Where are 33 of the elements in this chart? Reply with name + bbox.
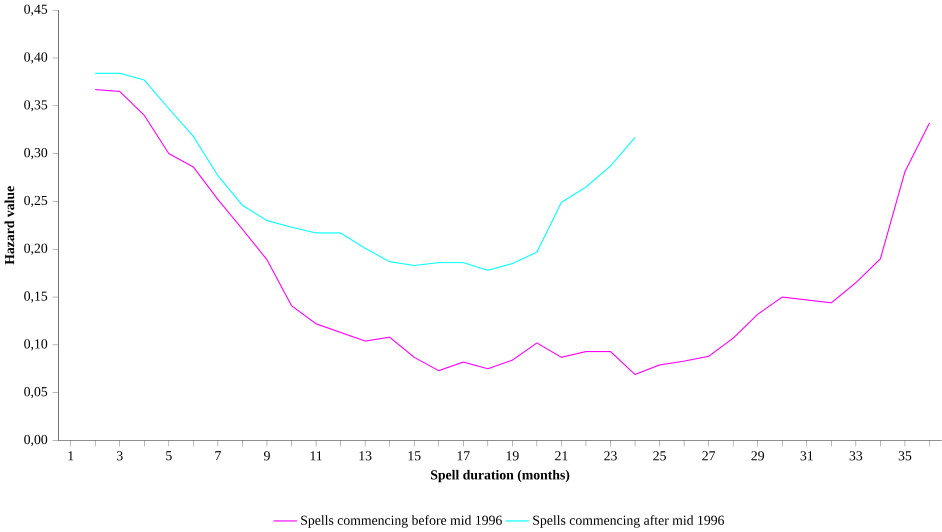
x-tick-label: 1 [68, 451, 74, 460]
y-tick-label: 0,05 [24, 386, 48, 398]
x-tick-label: 31 [800, 451, 813, 460]
y-tick-label: 0,40 [24, 52, 48, 64]
y-tick-label: 0,25 [24, 196, 48, 207]
y-tick-label: 0,15 [24, 291, 48, 303]
y-tick-label: 0,00 [24, 434, 48, 446]
y-tick-label: 0,30 [24, 148, 48, 160]
x-tick-label: 15 [408, 451, 421, 460]
y-tick-label: 0,20 [24, 243, 48, 255]
x-tick-label: 23 [604, 451, 617, 460]
x-tick-label: 13 [359, 451, 372, 460]
y-tick-label: 0,10 [24, 339, 48, 350]
x-tick-label: 35 [898, 451, 912, 460]
x-axis-title: Spell duration (months) [431, 470, 570, 482]
x-tick-label: 3 [116, 451, 123, 460]
y-tick-label: 0,35 [24, 100, 48, 112]
x-tick-label: 29 [751, 451, 764, 460]
x-tick-label: 9 [264, 451, 270, 460]
line-series [94, 72, 636, 271]
x-tick-label: 5 [166, 451, 172, 460]
legend-label: Spells commencing after mid 1996 [533, 514, 724, 528]
y-axis-title: Hazard value [4, 186, 14, 264]
x-tick-label: 17 [458, 451, 470, 460]
x-tick-label: 25 [653, 451, 666, 460]
legend-label: Spells commencing before mid 1996 [301, 514, 502, 528]
x-tick-label: 7 [215, 451, 221, 460]
y-tick-label: 0,45 [24, 4, 48, 16]
x-tick-label: 21 [555, 451, 568, 460]
x-tick-label: 27 [702, 451, 716, 460]
x-tick-label: 11 [310, 451, 322, 460]
x-tick-label: 33 [850, 451, 862, 460]
x-tick-label: 19 [506, 451, 519, 460]
